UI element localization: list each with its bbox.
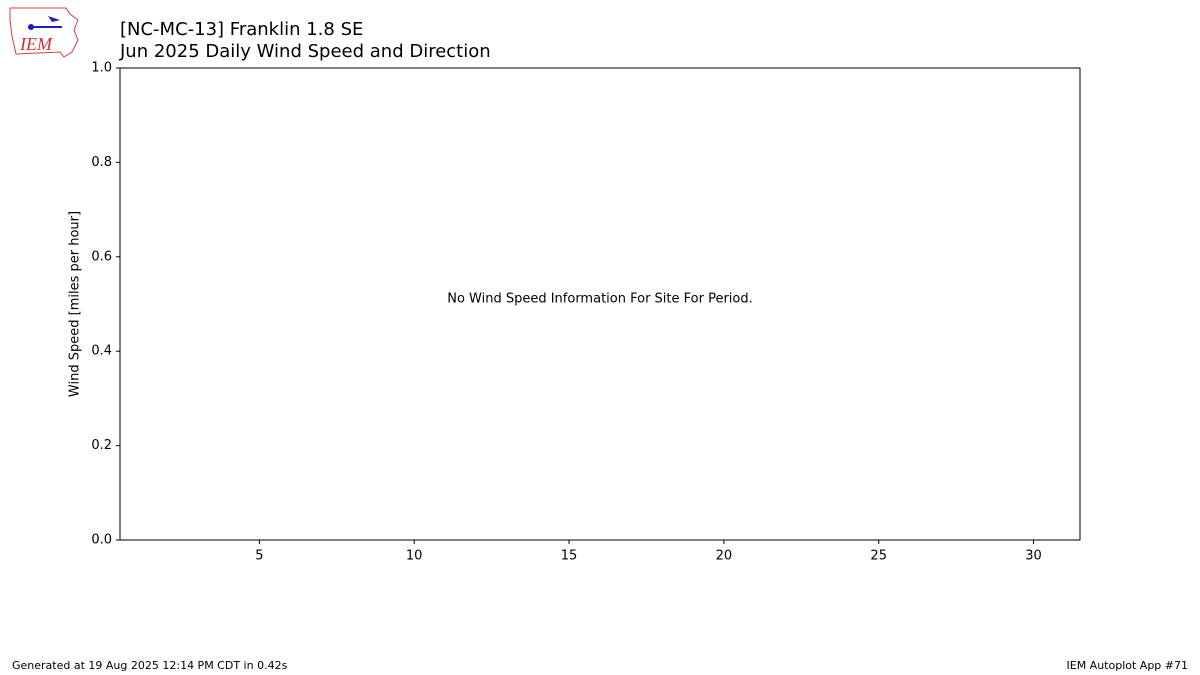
y-tick-label: 0.8 xyxy=(91,155,112,170)
y-tick-label: 0.4 xyxy=(91,344,112,359)
x-tick-label: 30 xyxy=(1025,549,1042,564)
x-tick-label: 15 xyxy=(561,549,578,564)
y-tick-label: 0.2 xyxy=(91,438,112,453)
chart-subtitle: Jun 2025 Daily Wind Speed and Direction xyxy=(119,41,491,62)
y-axis-label: Wind Speed [miles per hour] xyxy=(68,211,83,397)
chart-title: [NC-MC-13] Franklin 1.8 SE xyxy=(120,19,363,40)
x-tick-label: 10 xyxy=(406,549,423,564)
x-tick-label: 25 xyxy=(870,549,887,564)
x-tick-label: 20 xyxy=(716,549,733,564)
logo-outline xyxy=(9,7,79,58)
y-tick-label: 1.0 xyxy=(91,61,112,76)
y-tick-label: 0.0 xyxy=(91,533,112,548)
logo-dot xyxy=(28,24,34,30)
plot-frame xyxy=(119,67,1081,541)
x-tick-label: 5 xyxy=(255,549,263,564)
y-tick-label: 0.6 xyxy=(91,249,112,264)
footer-right: IEM Autoplot App #71 xyxy=(1067,659,1189,672)
logo: IEM xyxy=(9,7,79,58)
logo-vane xyxy=(48,16,60,22)
annotation: No Wind Speed Information For Site For P… xyxy=(447,292,753,307)
footer-left: Generated at 19 Aug 2025 12:14 PM CDT in… xyxy=(12,659,288,672)
logo-text: IEM xyxy=(19,34,53,54)
